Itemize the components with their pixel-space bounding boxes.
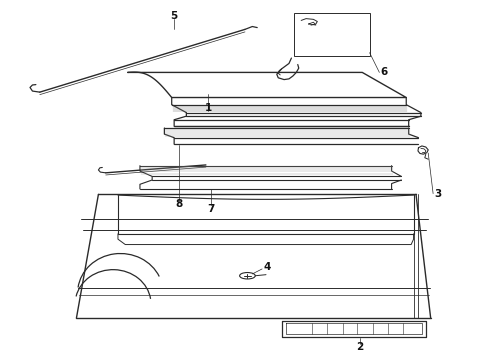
Text: 7: 7 — [207, 204, 215, 214]
Text: 1: 1 — [205, 103, 212, 113]
Bar — [294, 13, 369, 56]
Text: 3: 3 — [434, 189, 441, 199]
Text: 8: 8 — [175, 199, 183, 210]
Text: 6: 6 — [381, 67, 388, 77]
Text: 5: 5 — [171, 11, 178, 21]
Text: 4: 4 — [263, 262, 270, 272]
Text: 2: 2 — [356, 342, 364, 352]
